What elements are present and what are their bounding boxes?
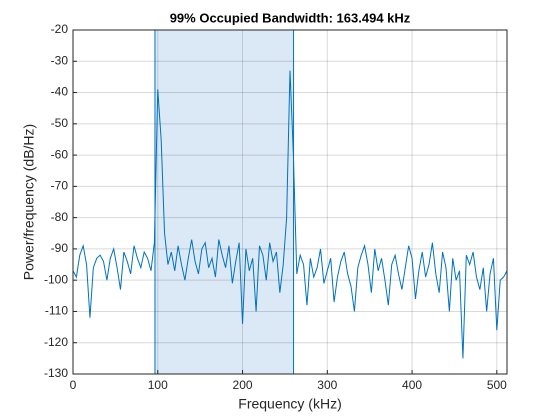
x-axis-label: Frequency (kHz)	[238, 396, 341, 412]
y-tick-label: -80	[51, 210, 69, 224]
x-tick-label: 500	[487, 378, 507, 392]
occupied-band	[154, 30, 294, 374]
y-tick-label: -120	[44, 335, 68, 349]
x-tick-label: 100	[148, 378, 168, 392]
x-tick-label: 200	[233, 378, 253, 392]
y-tick-label: -130	[44, 366, 68, 380]
y-tick-label: -90	[51, 241, 69, 255]
chart-title: 99% Occupied Bandwidth: 163.494 kHz	[170, 10, 411, 25]
y-tick-label: -20	[51, 22, 69, 36]
y-tick-label: -60	[51, 147, 69, 161]
y-tick-label: -50	[51, 116, 69, 130]
y-tick-label: -100	[44, 272, 68, 286]
y-axis-label: Power/frequency (dB/Hz)	[21, 124, 37, 280]
y-tick-label: -30	[51, 53, 69, 67]
x-tick-label: 0	[70, 378, 77, 392]
axes-box	[72, 29, 508, 375]
y-tick-label: -110	[45, 304, 68, 318]
x-tick-label: 300	[317, 378, 337, 392]
x-tick-label: 400	[402, 378, 422, 392]
y-tick-label: -40	[51, 85, 69, 99]
spectrum-line	[72, 70, 508, 359]
y-tick-label: -70	[51, 179, 69, 193]
